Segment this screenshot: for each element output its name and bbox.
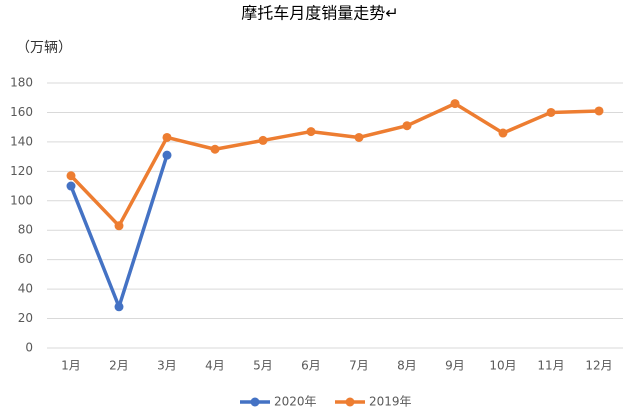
point: [402, 121, 412, 131]
point: [66, 171, 76, 181]
point: [162, 132, 172, 142]
point: [306, 127, 316, 137]
y-tick-label: 20: [18, 311, 33, 325]
y-tick-label: 40: [18, 282, 33, 296]
x-tick-label: 5月: [253, 359, 273, 373]
x-tick-label: 4月: [205, 359, 225, 373]
x-tick-label: 11月: [537, 359, 564, 373]
x-tick-label: 6月: [301, 359, 321, 373]
point: [66, 181, 76, 191]
x-tick-label: 8月: [397, 359, 417, 373]
x-tick-label: 1月: [61, 359, 81, 373]
y-tick-label: 100: [10, 193, 33, 207]
point: [450, 99, 460, 109]
y-tick-label: 140: [10, 134, 33, 148]
x-tick-label: 2月: [109, 359, 129, 373]
series-line: [69, 154, 169, 309]
legend-label: 2020年: [274, 395, 317, 409]
y-axis-label: （万辆）: [16, 40, 72, 56]
y-tick-label: 0: [25, 341, 33, 355]
x-tick-label: 3月: [157, 359, 177, 373]
y-tick-label: 60: [18, 252, 33, 266]
point: [594, 106, 604, 116]
legend-marker: [345, 397, 355, 407]
chart-title: 摩托车月度销量走势↵: [241, 4, 398, 23]
point: [162, 150, 172, 160]
y-tick-label: 180: [10, 76, 33, 90]
point: [114, 221, 124, 231]
point: [498, 128, 508, 138]
point: [546, 107, 556, 117]
series-line: [69, 101, 600, 228]
y-tick-label: 80: [18, 223, 33, 237]
x-tick-label: 9月: [445, 359, 465, 373]
legend-marker: [250, 397, 260, 407]
point: [354, 132, 364, 142]
y-tick-label: 120: [10, 164, 33, 178]
point: [210, 144, 220, 154]
point: [114, 302, 124, 312]
x-tick-label: 7月: [349, 359, 369, 373]
legend-label: 2019年: [369, 395, 412, 409]
point: [258, 135, 268, 145]
x-tick-label: 10月: [489, 359, 516, 373]
y-tick-label: 160: [10, 105, 33, 119]
x-tick-label: 12月: [585, 359, 612, 373]
